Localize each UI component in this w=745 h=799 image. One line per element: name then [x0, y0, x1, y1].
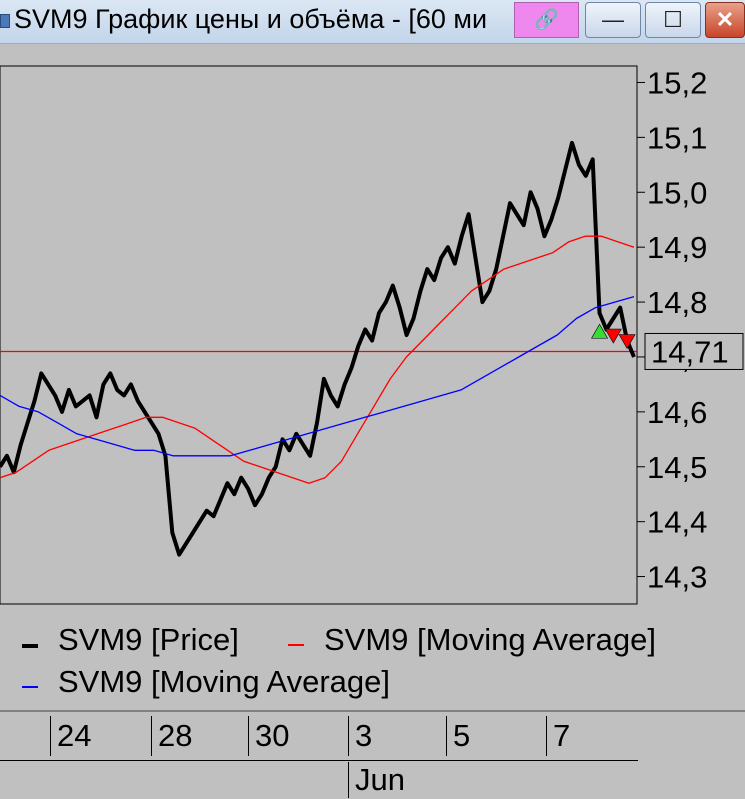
legend: SVM9 [Price] SVM9 [Moving Average] SVM9 … — [0, 618, 745, 708]
x-axis-row-divider — [0, 760, 638, 761]
y-tick-label: 14,8 — [647, 285, 707, 320]
y-tick-label: 14,3 — [647, 560, 707, 595]
legend-swatch-ma-red — [288, 644, 304, 646]
app-icon[interactable] — [0, 14, 10, 28]
legend-label-ma-red: SVM9 [Moving Average] — [324, 622, 656, 657]
legend-swatch-price — [22, 644, 38, 648]
sell-marker — [618, 334, 636, 350]
last-price-label: 14,71 — [651, 334, 729, 369]
buy-marker — [591, 323, 609, 339]
y-tick-label: 15,0 — [647, 175, 707, 210]
moving-average-blue-line — [0, 295, 635, 457]
legend-item-ma-blue: SVM9 [Moving Average] — [22, 664, 390, 700]
legend-swatch-ma-blue — [22, 686, 38, 688]
x-month-label: Jun — [348, 762, 405, 798]
price-series-line — [0, 140, 636, 557]
y-tick-label: 14,4 — [647, 505, 707, 540]
x-tick-label: 30 — [248, 716, 289, 756]
x-tick-label: 28 — [151, 716, 192, 756]
close-icon: ✕ — [715, 7, 735, 32]
y-tick-label: 14,9 — [647, 230, 707, 265]
last-price-box — [644, 332, 744, 370]
x-tick-label: 24 — [50, 716, 91, 756]
maximize-icon: ☐ — [663, 7, 683, 32]
minimize-button[interactable]: — — [585, 2, 641, 38]
plot-area — [0, 65, 638, 605]
y-tick-label: 14,5 — [647, 450, 707, 485]
title-bar: SVM9 График цены и объёма - [60 ми 🔗 — ☐… — [0, 0, 745, 44]
close-button[interactable]: ✕ — [705, 2, 745, 38]
link-button[interactable]: 🔗 — [514, 2, 579, 38]
x-tick-label: 3 — [348, 716, 372, 756]
minimize-icon: — — [602, 7, 624, 32]
moving-average-red-line — [0, 235, 635, 484]
legend-item-price: SVM9 [Price] — [22, 622, 239, 658]
maximize-button[interactable]: ☐ — [645, 2, 701, 38]
legend-label-ma-blue: SVM9 [Moving Average] — [58, 664, 390, 699]
price-chart[interactable]: 15,215,115,014,914,814,714,614,514,414,3… — [0, 44, 745, 614]
link-icon: 🔗 — [534, 9, 559, 31]
legend-label-price: SVM9 [Price] — [58, 622, 239, 657]
y-tick-label: 14,6 — [647, 395, 707, 430]
y-tick-label: 15,2 — [647, 65, 707, 100]
sell-marker — [604, 328, 622, 344]
y-tick-label: 15,1 — [647, 120, 707, 155]
x-tick-label: 5 — [446, 716, 470, 756]
x-axis: 24 28 30 3 5 7 Jun — [0, 710, 745, 799]
x-tick-label: 7 — [546, 716, 570, 756]
window-title: SVM9 График цены и объёма - [60 ми — [14, 4, 488, 34]
legend-item-ma-red: SVM9 [Moving Average] — [288, 622, 656, 658]
